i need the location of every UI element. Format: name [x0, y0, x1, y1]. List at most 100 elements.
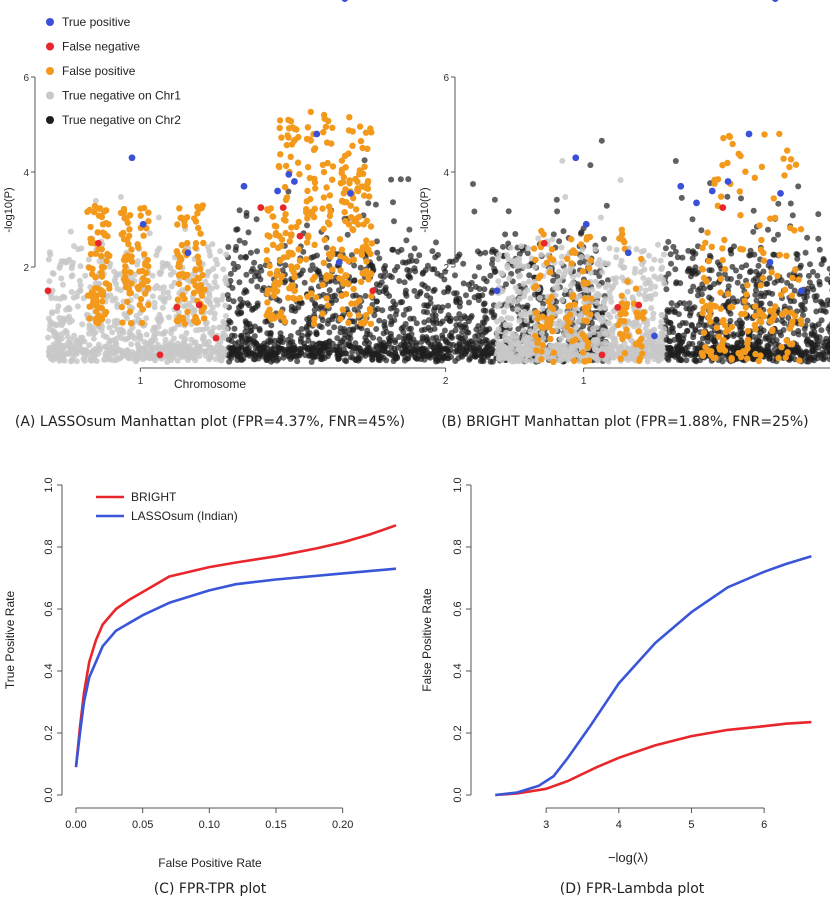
- true-negative-point: [502, 231, 509, 238]
- true-negative-point: [598, 137, 605, 144]
- false-positive-point: [349, 142, 356, 149]
- true-negative-point: [329, 293, 336, 300]
- true-negative-point: [376, 317, 383, 324]
- true-negative-point: [113, 335, 120, 342]
- true-negative-point: [434, 358, 441, 364]
- true-negative-point: [100, 332, 107, 339]
- false-positive-point: [201, 315, 208, 322]
- false-positive-point: [288, 282, 295, 289]
- true-negative-point: [389, 246, 396, 253]
- false-positive-point: [181, 295, 188, 303]
- true-negative-point: [253, 269, 260, 276]
- true-negative-point: [487, 272, 494, 279]
- y-tick-label: 2: [23, 263, 29, 274]
- true-negative-point: [479, 332, 486, 339]
- false-positive-point: [323, 295, 330, 302]
- true-negative-point: [299, 267, 306, 274]
- false-positive-point: [140, 275, 147, 282]
- false-positive-point: [311, 179, 319, 186]
- false-positive-point: [336, 236, 344, 243]
- false-positive-point: [98, 252, 105, 260]
- true-negative-point: [558, 253, 565, 260]
- false-positive-point: [326, 221, 333, 228]
- true-negative-point: [515, 326, 522, 332]
- false-positive-point: [127, 320, 135, 327]
- true-negative-point: [217, 248, 224, 255]
- false-positive-point: [329, 266, 336, 273]
- false-positive-point: [99, 298, 106, 305]
- false-positive-point: [290, 137, 298, 145]
- false-positive-point: [329, 176, 336, 183]
- true-negative-point: [520, 280, 527, 287]
- false-positive-point: [288, 266, 296, 273]
- true-negative-point: [49, 309, 56, 316]
- false-positive-point: [353, 248, 360, 255]
- true-negative-point: [361, 340, 368, 347]
- true-negative-point: [381, 322, 388, 329]
- true-negative-point: [235, 346, 242, 352]
- true-negative-point: [503, 281, 509, 288]
- true-negative-point: [402, 287, 409, 294]
- true-negative-point: [451, 290, 458, 297]
- true-negative-point: [462, 321, 469, 328]
- true-negative-point: [365, 200, 372, 207]
- true-negative-point: [168, 330, 174, 336]
- true-negative-point: [242, 347, 249, 354]
- true-negative-point: [342, 350, 349, 357]
- true-negative-point: [229, 285, 236, 291]
- false-positive-point: [346, 311, 353, 318]
- false-positive-point: [278, 273, 285, 281]
- true-negative-point: [365, 348, 372, 355]
- true-negative-point: [460, 280, 467, 287]
- true-negative-point: [238, 356, 245, 363]
- false-positive-point: [288, 232, 295, 239]
- true-negative-point: [518, 243, 525, 250]
- true-negative-point: [413, 348, 420, 355]
- true-negative-point: [211, 310, 218, 317]
- true-negative-point: [161, 299, 168, 305]
- false-positive-point: [194, 203, 201, 210]
- false-positive-point: [349, 226, 356, 233]
- true-negative-point: [300, 248, 307, 255]
- true-negative-point: [217, 338, 224, 345]
- false-positive-point: [341, 152, 349, 159]
- true-negative-point: [441, 327, 448, 334]
- false-positive-point: [310, 320, 318, 327]
- true-negative-point: [241, 239, 248, 246]
- true-negative-point: [606, 320, 613, 327]
- true-negative-point: [388, 321, 395, 328]
- false-negative-point: [279, 204, 287, 212]
- true-negative-point: [483, 315, 490, 322]
- true-negative-point: [92, 197, 99, 204]
- true-negative-point: [180, 303, 187, 310]
- true-negative-point: [85, 256, 92, 263]
- true-negative-point: [208, 285, 215, 292]
- y-tick-label: 6: [23, 73, 29, 84]
- true-negative-point: [223, 251, 230, 258]
- true-negative-point: [481, 286, 488, 293]
- false-positive-point: [139, 306, 146, 313]
- false-positive-point: [126, 226, 133, 233]
- false-positive-point: [343, 272, 350, 279]
- true-negative-point: [306, 330, 313, 336]
- true-negative-point: [597, 214, 604, 221]
- true-negative-point: [351, 277, 358, 284]
- true-negative-point: [424, 309, 431, 316]
- panel-b-points: [493, 0, 830, 366]
- true-negative-point: [431, 307, 437, 314]
- true-negative-point: [126, 303, 133, 310]
- true-negative-point: [242, 254, 249, 261]
- false-positive-point: [87, 223, 94, 231]
- false-positive-point: [320, 168, 328, 176]
- true-negative-point: [750, 228, 757, 235]
- true-negative-point: [503, 303, 510, 310]
- false-positive-point: [278, 134, 285, 141]
- false-positive-point: [305, 234, 312, 241]
- true-negative-point: [580, 323, 587, 329]
- true-negative-point: [429, 266, 436, 273]
- true-negative-point: [79, 321, 86, 328]
- true-negative-point: [326, 287, 333, 294]
- true-negative-point: [124, 347, 131, 354]
- true-negative-point: [429, 248, 436, 255]
- true-negative-point: [446, 258, 453, 265]
